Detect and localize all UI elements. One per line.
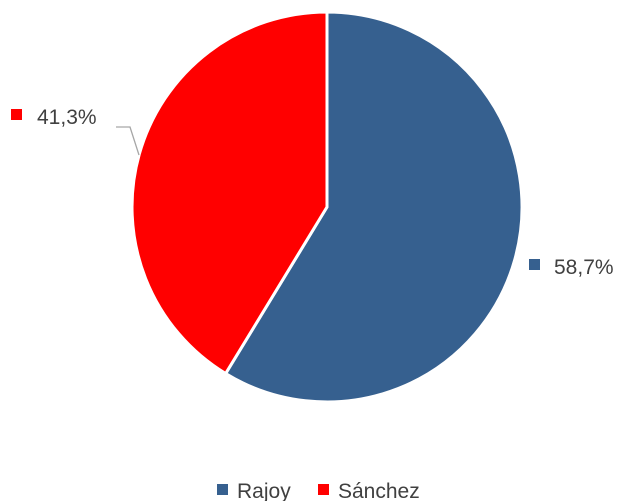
legend: Rajoy Sánchez [217, 480, 420, 501]
legend-item-rajoy: Rajoy [217, 480, 291, 501]
pie-slices [130, 10, 524, 404]
legend-label-rajoy: Rajoy [237, 480, 291, 501]
legend-item-sanchez: Sánchez [318, 480, 420, 501]
data-label-rajoy-swatch [529, 259, 540, 270]
data-label-rajoy-text: 58,7% [554, 256, 614, 279]
data-label-sanchez-text: 41,3% [37, 106, 97, 129]
leader-line-sanchez [116, 126, 140, 156]
data-label-sanchez: 41,3% [11, 106, 97, 129]
data-label-sanchez-swatch [11, 109, 22, 120]
legend-swatch-rajoy [217, 484, 228, 495]
legend-label-sanchez: Sánchez [338, 480, 420, 501]
data-label-rajoy: 58,7% [529, 256, 614, 279]
legend-swatch-sanchez [318, 484, 329, 495]
pie-slice-rajoy [224, 10, 524, 404]
